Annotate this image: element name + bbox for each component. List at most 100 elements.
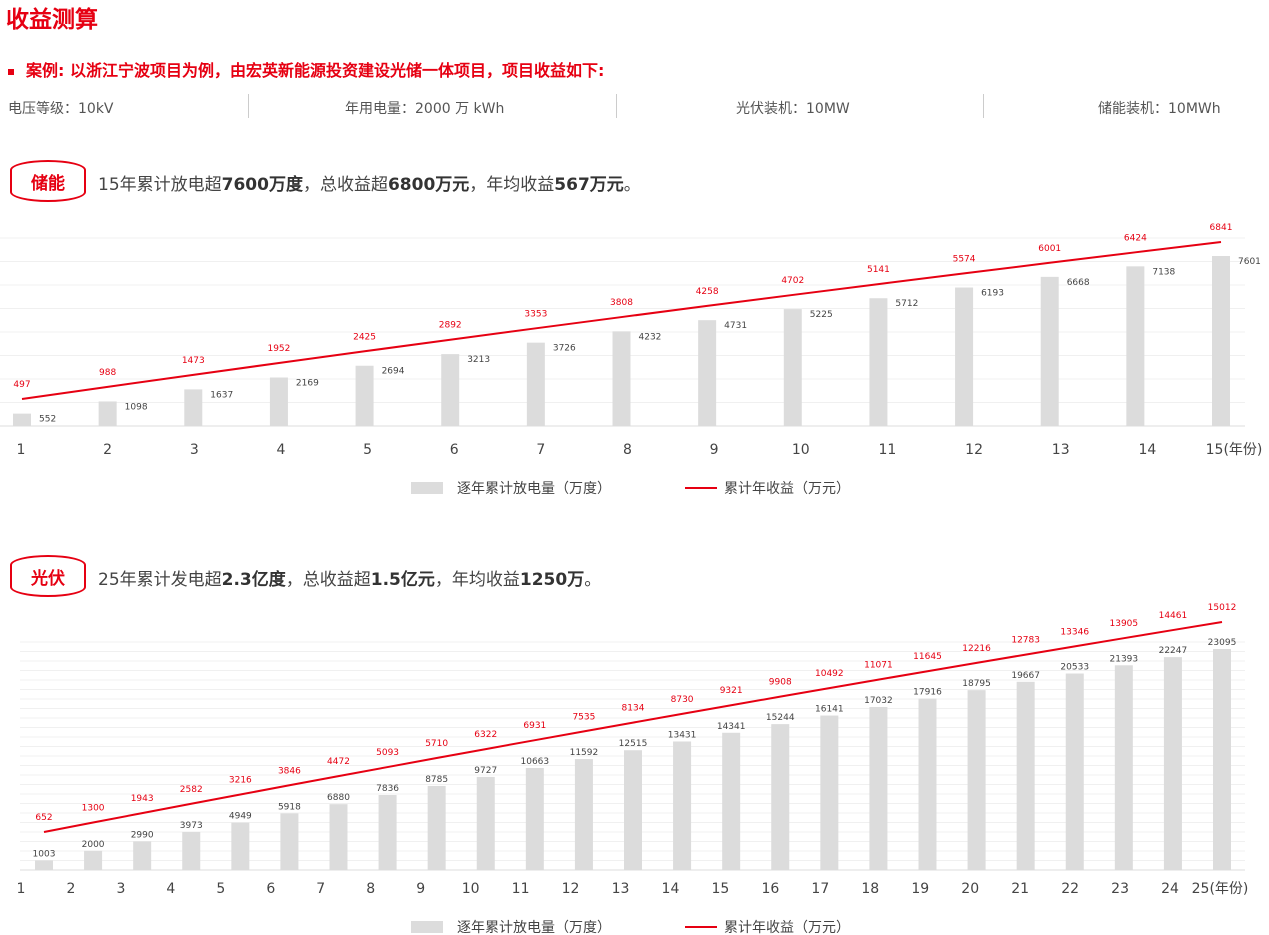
bar bbox=[722, 732, 741, 870]
x-tick-label: 9 bbox=[710, 442, 719, 458]
bar-value-label: 9727 bbox=[474, 766, 497, 776]
bar-value-label: 18795 bbox=[962, 679, 991, 689]
bar-value-label: 2169 bbox=[296, 378, 319, 388]
legend-bar-swatch bbox=[411, 921, 443, 933]
bar bbox=[35, 860, 53, 870]
divider bbox=[248, 94, 249, 118]
pv-headline: 25年累计发电超2.3亿度，总收益超1.5亿元，年均收益1250万。 bbox=[98, 570, 602, 590]
bar bbox=[869, 707, 888, 870]
bar-value-label: 6193 bbox=[981, 288, 1004, 298]
bar bbox=[133, 841, 152, 870]
bar-value-label: 5712 bbox=[895, 299, 918, 309]
divider bbox=[616, 94, 617, 118]
x-tick-label: 3 bbox=[190, 442, 199, 458]
bar bbox=[967, 690, 986, 870]
line-value-label: 13905 bbox=[1110, 619, 1139, 629]
line-value-label: 2425 bbox=[353, 332, 376, 342]
line-value-label: 3808 bbox=[610, 298, 633, 308]
line-value-label: 13346 bbox=[1060, 627, 1089, 637]
bar-value-label: 7138 bbox=[1152, 267, 1175, 277]
x-tick-label: 14 bbox=[662, 881, 680, 897]
bar bbox=[526, 342, 545, 426]
bar-value-label: 11592 bbox=[570, 748, 599, 758]
line-value-label: 11071 bbox=[864, 661, 893, 671]
bar-value-label: 17916 bbox=[913, 688, 942, 698]
bar-value-label: 3726 bbox=[553, 344, 576, 354]
case-description: 案例: 以浙江宁波项目为例，由宏英新能源投资建设光储一体项目，项目收益如下: bbox=[8, 57, 604, 81]
bar bbox=[698, 320, 717, 426]
x-tick-label: 15 bbox=[712, 881, 730, 897]
bar bbox=[820, 715, 839, 870]
line-value-label: 5574 bbox=[953, 254, 976, 264]
x-tick-label: 5 bbox=[216, 881, 225, 897]
x-tick-label: 21 bbox=[1011, 881, 1029, 897]
line-value-label: 4472 bbox=[327, 757, 350, 767]
line-value-label: 12216 bbox=[962, 644, 991, 654]
bar-value-label: 3973 bbox=[180, 821, 203, 831]
bar bbox=[329, 804, 348, 870]
bar-value-label: 2694 bbox=[382, 367, 405, 377]
bar-value-label: 552 bbox=[39, 415, 56, 425]
line-value-label: 6322 bbox=[474, 730, 497, 740]
bar-value-label: 12515 bbox=[619, 739, 648, 749]
x-tick-label: 1 bbox=[17, 442, 26, 458]
bar bbox=[441, 354, 460, 426]
x-tick-label: 12 bbox=[562, 881, 580, 897]
bar bbox=[1213, 649, 1231, 870]
bar bbox=[378, 795, 397, 870]
line-value-label: 5710 bbox=[425, 739, 448, 749]
line-value-label: 11645 bbox=[913, 652, 942, 662]
divider bbox=[983, 94, 984, 118]
legend-bar-swatch bbox=[411, 482, 443, 494]
revenue-line bbox=[43, 621, 1223, 833]
line-value-label: 3353 bbox=[524, 309, 547, 319]
bar bbox=[98, 401, 117, 426]
x-tick-label: 17 bbox=[811, 881, 829, 897]
bar bbox=[525, 767, 544, 870]
bar-value-label: 4949 bbox=[229, 812, 252, 822]
line-value-label: 9908 bbox=[769, 678, 792, 688]
x-tick-label: 23 bbox=[1111, 881, 1129, 897]
x-tick-label: 5 bbox=[363, 442, 372, 458]
x-tick-label: 8 bbox=[623, 442, 632, 458]
x-tick-label: 10 bbox=[792, 442, 810, 458]
bar-value-label: 6668 bbox=[1067, 278, 1090, 288]
legend-bar-label: 逐年累计放电量（万度） bbox=[457, 481, 611, 497]
line-value-label: 652 bbox=[35, 813, 52, 823]
bar-value-label: 2000 bbox=[82, 840, 105, 850]
bar bbox=[624, 750, 642, 870]
bar-value-label: 1637 bbox=[210, 390, 233, 400]
page-title: 收益测算 bbox=[6, 7, 98, 33]
bar-value-label: 4731 bbox=[724, 321, 747, 331]
x-tick-label: 10 bbox=[462, 881, 480, 897]
bar bbox=[869, 298, 888, 426]
line-value-label: 12783 bbox=[1011, 636, 1040, 646]
legend-line-label: 累计年收益（万元） bbox=[724, 481, 850, 497]
bar-value-label: 15244 bbox=[766, 713, 795, 723]
bar-value-label: 7836 bbox=[376, 784, 399, 794]
revenue-line bbox=[21, 241, 1222, 400]
x-tick-label: 6 bbox=[266, 881, 275, 897]
line-value-label: 10492 bbox=[815, 669, 844, 679]
line-value-label: 9321 bbox=[720, 686, 743, 696]
line-value-label: 15012 bbox=[1208, 603, 1237, 613]
x-tick-label: 13 bbox=[1052, 442, 1070, 458]
bar-value-label: 14341 bbox=[717, 722, 746, 732]
bar-value-label: 6880 bbox=[327, 793, 350, 803]
line-value-label: 6424 bbox=[1124, 233, 1147, 243]
bar bbox=[673, 741, 692, 870]
bar bbox=[1126, 266, 1145, 426]
line-value-label: 497 bbox=[13, 380, 30, 390]
legend-line-label: 累计年收益（万元） bbox=[724, 920, 850, 935]
bar bbox=[182, 831, 201, 870]
x-tick-label: 1 bbox=[17, 881, 26, 897]
x-tick-label: 16 bbox=[761, 881, 779, 897]
bar bbox=[955, 287, 974, 426]
bar bbox=[427, 785, 446, 870]
bar-value-label: 13431 bbox=[668, 730, 697, 740]
bar-value-label: 1098 bbox=[125, 402, 148, 412]
x-tick-label: 19 bbox=[911, 881, 929, 897]
bar bbox=[783, 309, 802, 426]
